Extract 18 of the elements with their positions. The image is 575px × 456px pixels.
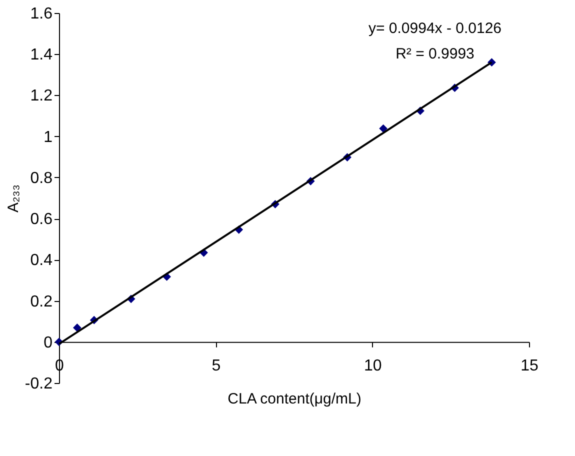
y-tick-label: -0.2: [24, 376, 53, 392]
x-tick-label: 10: [364, 357, 382, 374]
annotation: y= 0.0994x - 0.0126: [368, 20, 502, 37]
x-tick-label: 15: [520, 357, 538, 374]
point: [72, 324, 82, 332]
y-tick-label: 0.2: [30, 293, 53, 310]
y-tick-label: 0.6: [30, 211, 53, 228]
y-tick-label: 1: [44, 128, 53, 146]
annotation: R² = 0.9993: [396, 46, 474, 63]
x-tick-label: 5: [212, 357, 221, 374]
y-tick-label: 1.2: [30, 88, 53, 105]
y-axis-title: A₂₃₃: [4, 184, 22, 213]
y-tick-label: 0.4: [30, 252, 53, 270]
y-tick-label: 1.6: [30, 6, 53, 22]
y-tick-label: 0: [44, 334, 53, 352]
x-axis-title: CLA content(μg/mL): [228, 390, 362, 408]
y-tick-label: 1.4: [30, 46, 53, 64]
y-tick-label: 0.8: [30, 170, 53, 187]
